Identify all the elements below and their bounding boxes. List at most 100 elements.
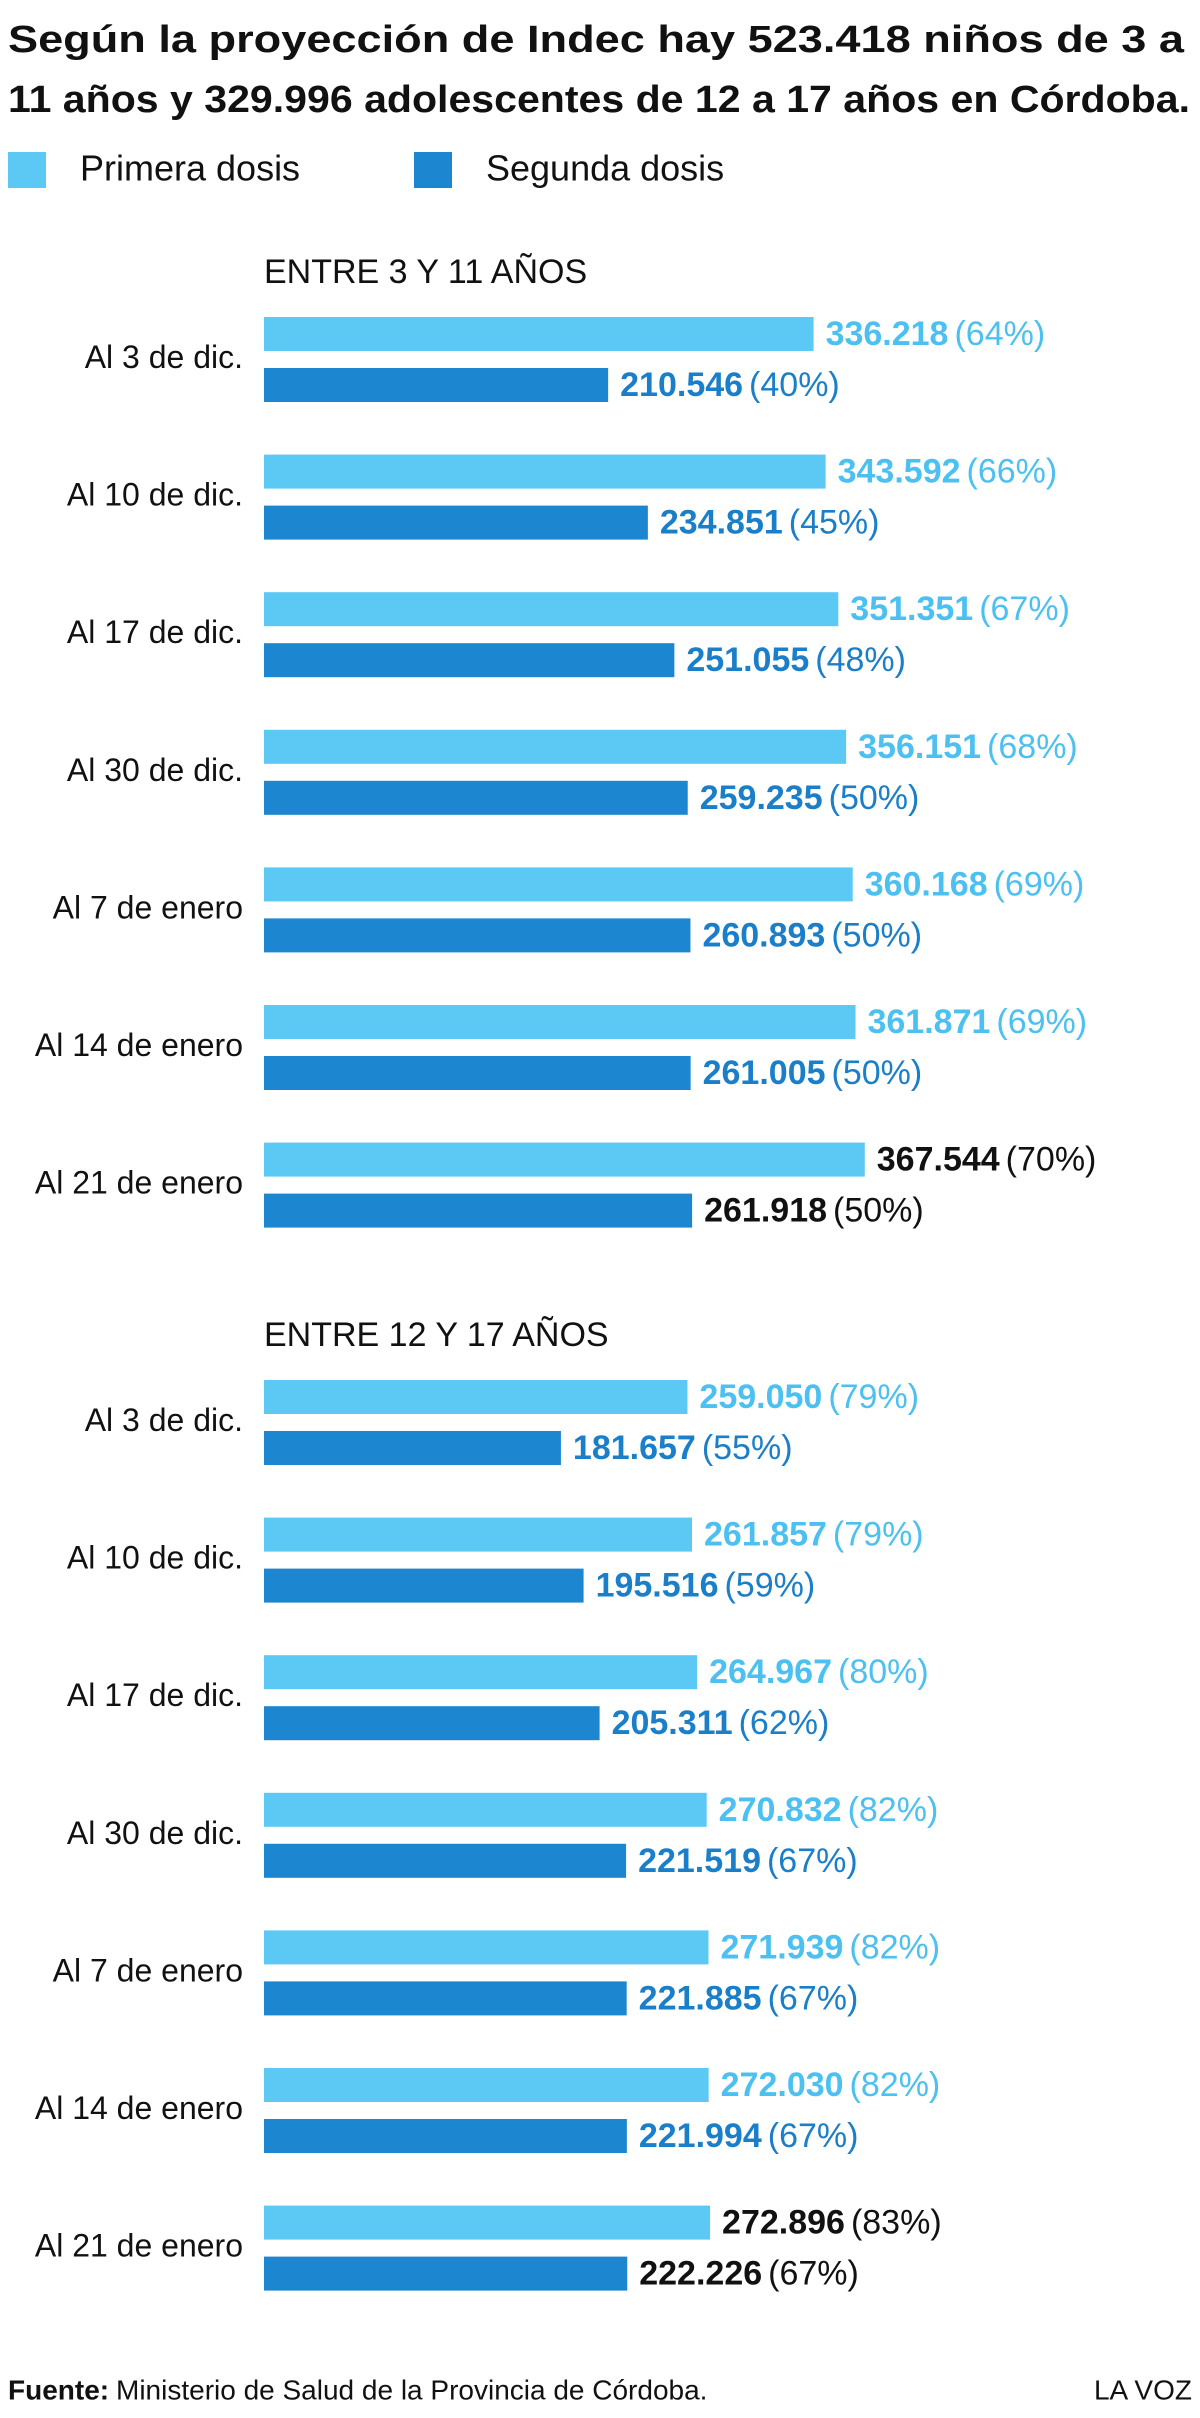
value-share: (48%) <box>815 641 906 679</box>
value-share: (62%) <box>739 1704 830 1742</box>
value-share: (83%) <box>851 2204 942 2242</box>
value-number: 351.351 <box>850 590 973 628</box>
category-label: Al 17 de dic. <box>67 1677 243 1713</box>
value-label: 181.657 (55%) <box>573 1429 793 1467</box>
value-label: 195.516 (59%) <box>596 1567 816 1605</box>
value-label: 210.546 (40%) <box>620 366 840 404</box>
value-number: 221.994 <box>639 2117 762 2155</box>
source: Ministerio de Salud de la Provincia de C… <box>116 2374 707 2405</box>
value-label: 272.030 (82%) <box>721 2066 941 2104</box>
value-number: 272.030 <box>721 2066 844 2104</box>
bar <box>264 1792 707 1827</box>
bar <box>264 918 691 953</box>
value-share: (67%) <box>979 590 1070 628</box>
value-share: (50%) <box>831 916 922 954</box>
bar <box>264 1706 600 1741</box>
value-label: 356.151 (68%) <box>858 728 1078 766</box>
value-label: 261.005 (50%) <box>703 1054 923 1092</box>
value-share: (82%) <box>849 1928 940 1966</box>
bar <box>264 867 853 902</box>
legend-swatch <box>8 152 46 188</box>
value-share: (40%) <box>749 366 840 404</box>
value-label: 270.832 (82%) <box>719 1791 939 1829</box>
value-share: (67%) <box>768 2117 859 2155</box>
legend-label: Segunda dosis <box>486 148 724 189</box>
bar <box>264 2256 628 2291</box>
value-label: 260.893 (50%) <box>702 916 922 954</box>
bar <box>264 2068 709 2102</box>
value-number: 261.005 <box>703 1054 826 1092</box>
value-label: 261.918 (50%) <box>704 1192 924 1230</box>
bar <box>264 1517 693 1552</box>
value-number: 259.050 <box>699 1378 822 1416</box>
bar <box>264 1431 561 1465</box>
value-number: 251.055 <box>686 641 809 679</box>
category-label: Al 21 de enero <box>35 1165 243 1201</box>
value-share: (50%) <box>829 779 920 817</box>
bar <box>264 1568 584 1603</box>
value-share: (82%) <box>848 1791 939 1829</box>
value-number: 259.235 <box>700 779 823 817</box>
value-share: (80%) <box>838 1653 929 1691</box>
category-label: Al 7 de enero <box>53 889 243 925</box>
value-label: 251.055 (48%) <box>686 641 906 679</box>
source-label: Fuente: <box>8 2374 109 2405</box>
bar <box>264 1930 709 1965</box>
bar <box>264 1655 698 1690</box>
bar <box>264 780 688 815</box>
value-number: 272.896 <box>722 2204 845 2242</box>
category-label: Al 30 de dic. <box>67 1815 243 1851</box>
category-label: Al 7 de enero <box>53 1952 243 1988</box>
category-label: Al 30 de dic. <box>67 752 243 788</box>
value-number: 205.311 <box>612 1704 733 1742</box>
value-share: (82%) <box>850 2066 941 2104</box>
value-share: (45%) <box>789 504 880 542</box>
category-label: Al 10 de dic. <box>67 477 243 513</box>
value-share: (79%) <box>833 1516 924 1554</box>
value-number: 264.967 <box>709 1653 832 1691</box>
value-share: (69%) <box>996 1003 1087 1041</box>
bar <box>264 1380 688 1414</box>
value-label: 351.351 (67%) <box>850 590 1070 628</box>
value-label: 221.994 (67%) <box>639 2117 859 2155</box>
value-number: 271.939 <box>720 1928 843 1966</box>
value-label: 367.544 (70%) <box>877 1141 1097 1179</box>
brand: LA VOZ <box>1094 2374 1192 2405</box>
value-number: 222.226 <box>639 2255 762 2293</box>
value-label: 264.967 (80%) <box>709 1653 929 1691</box>
value-label: 361.871 (69%) <box>867 1003 1087 1041</box>
value-label: 222.226 (67%) <box>639 2255 859 2293</box>
value-label: 343.592 (66%) <box>838 453 1058 491</box>
bar <box>264 1056 691 1090</box>
value-label: 336.218 (64%) <box>826 315 1046 353</box>
value-share: (55%) <box>702 1429 793 1467</box>
value-share: (70%) <box>1006 1141 1097 1179</box>
value-share: (64%) <box>954 315 1045 353</box>
bar <box>264 1005 856 1039</box>
value-label: 221.519 (67%) <box>638 1842 858 1880</box>
value-share: (50%) <box>832 1054 923 1092</box>
value-number: 356.151 <box>858 728 981 766</box>
value-number: 361.871 <box>867 1003 990 1041</box>
legend-swatch <box>414 152 452 188</box>
value-label: 272.896 (83%) <box>722 2204 942 2242</box>
bar <box>264 1981 627 2016</box>
bar <box>264 1193 693 1228</box>
value-number: 260.893 <box>702 916 825 954</box>
value-number: 343.592 <box>838 453 961 491</box>
value-label: 271.939 (82%) <box>720 1928 940 1966</box>
value-number: 367.544 <box>877 1141 1000 1179</box>
value-number: 221.885 <box>639 1979 762 2017</box>
value-number: 195.516 <box>596 1567 719 1605</box>
value-number: 360.168 <box>865 865 988 903</box>
value-number: 336.218 <box>826 315 949 353</box>
bar <box>264 2205 711 2240</box>
value-share: (67%) <box>768 1979 859 2017</box>
value-share: (50%) <box>833 1192 924 1230</box>
value-number: 181.657 <box>573 1429 696 1467</box>
bar <box>264 2119 627 2153</box>
bar <box>264 1142 865 1177</box>
value-number: 210.546 <box>620 366 743 404</box>
